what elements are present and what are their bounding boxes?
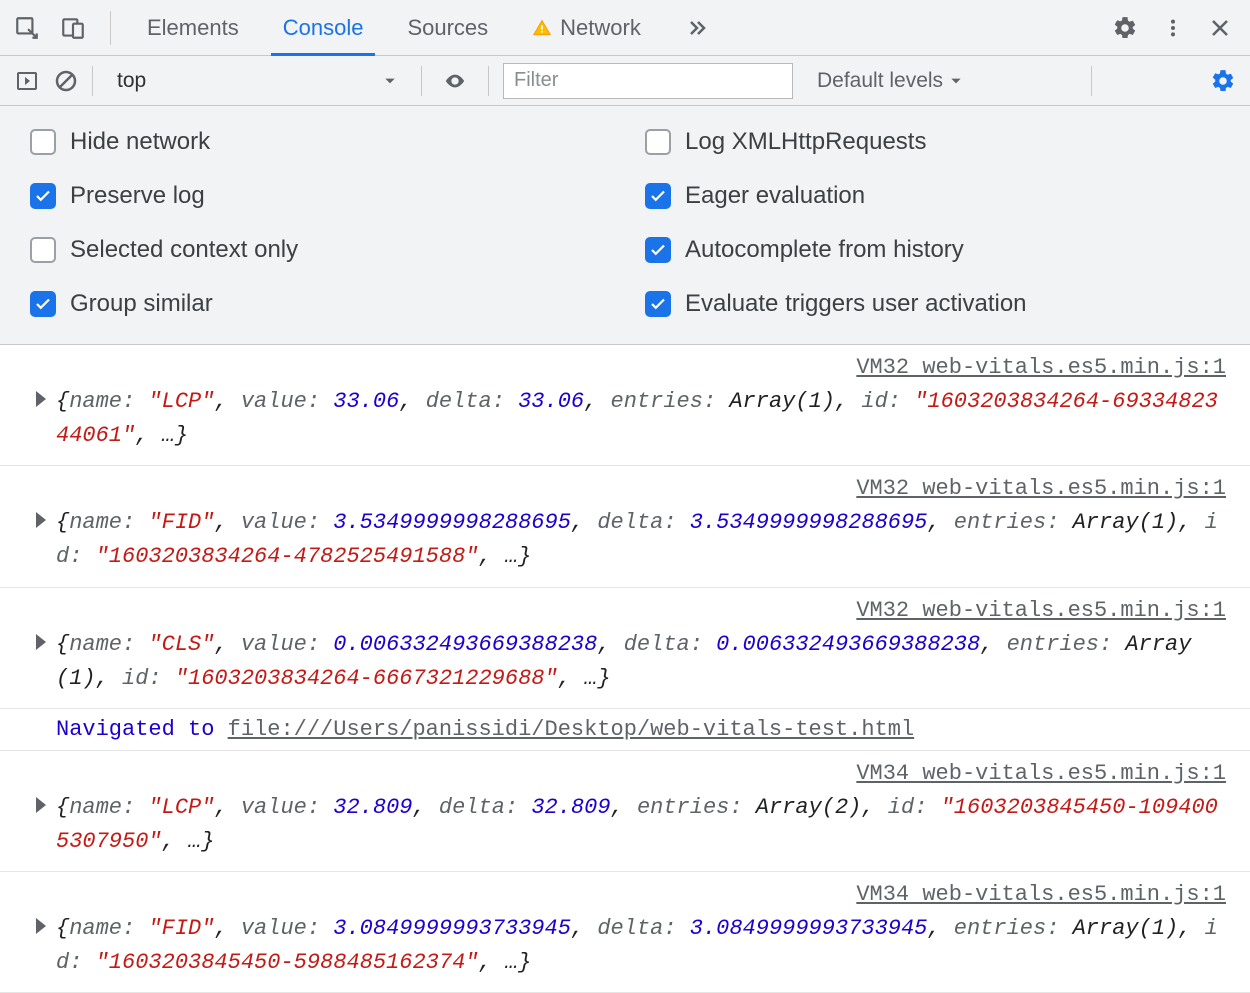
settings-left-column: Hide network Preserve log Selected conte… [30, 128, 605, 318]
expand-triangle-icon[interactable] [36, 391, 46, 407]
console-toolbar: top Default levels [0, 56, 1250, 106]
close-icon[interactable] [1208, 16, 1232, 40]
divider [421, 66, 422, 96]
log-source-link[interactable]: VM32 web-vitals.es5.min.js:1 [56, 472, 1230, 506]
tab-network[interactable]: Network [510, 0, 663, 55]
log-entry: VM32 web-vitals.es5.min.js:1{name: "FID"… [0, 466, 1250, 587]
checkbox-hide-network[interactable]: Hide network [30, 128, 605, 156]
checkbox-label: Autocomplete from history [685, 236, 964, 264]
checkbox-label: Selected context only [70, 236, 298, 264]
warning-icon [532, 18, 552, 38]
divider [110, 11, 111, 45]
log-object[interactable]: {name: "LCP", value: 32.809, delta: 32.8… [56, 791, 1230, 859]
log-object[interactable]: {name: "CLS", value: 0.00633249366938823… [56, 628, 1230, 696]
checkbox-label: Group similar [70, 290, 213, 318]
log-object[interactable]: {name: "FID", value: 3.0849999993733945,… [56, 912, 1230, 980]
devtools-tabbar: Elements Console Sources Network [0, 0, 1250, 56]
tab-sources[interactable]: Sources [385, 0, 510, 55]
filter-input[interactable] [503, 63, 793, 99]
log-source-link[interactable]: VM34 web-vitals.es5.min.js:1 [56, 757, 1230, 791]
expand-triangle-icon[interactable] [36, 918, 46, 934]
log-object[interactable]: {name: "FID", value: 3.5349999998288695,… [56, 506, 1230, 574]
navigation-entry: Navigated to file:///Users/panissidi/Des… [0, 709, 1250, 751]
log-levels-dropdown[interactable]: Default levels [807, 69, 973, 93]
console-settings-panel: Hide network Preserve log Selected conte… [0, 106, 1250, 345]
chevron-down-icon [949, 74, 963, 88]
settings-gear-icon[interactable] [1112, 15, 1138, 41]
checkbox-autocomplete-history[interactable]: Autocomplete from history [645, 236, 1220, 264]
kebab-menu-icon[interactable] [1162, 15, 1184, 41]
checkbox-evaluate-triggers-activation[interactable]: Evaluate triggers user activation [645, 290, 1220, 318]
log-entry: VM34 web-vitals.es5.min.js:1{name: "FID"… [0, 872, 1250, 993]
sidebar-toggle-icon[interactable] [14, 69, 40, 93]
divider [488, 66, 489, 96]
context-selector[interactable]: top [107, 63, 407, 99]
levels-label: Default levels [817, 69, 943, 93]
device-toolbar-icon[interactable] [60, 15, 86, 41]
console-output: VM32 web-vitals.es5.min.js:1{name: "LCP"… [0, 345, 1250, 993]
log-source-link[interactable]: VM34 web-vitals.es5.min.js:1 [56, 878, 1230, 912]
checkbox-label: Log XMLHttpRequests [685, 128, 926, 156]
log-source-link[interactable]: VM32 web-vitals.es5.min.js:1 [56, 594, 1230, 628]
chevron-down-icon [383, 74, 397, 88]
divider [92, 66, 93, 96]
expand-triangle-icon[interactable] [36, 634, 46, 650]
checkbox-preserve-log[interactable]: Preserve log [30, 182, 605, 210]
checkbox-label: Evaluate triggers user activation [685, 290, 1027, 318]
log-entry: VM32 web-vitals.es5.min.js:1{name: "CLS"… [0, 588, 1250, 709]
clear-console-icon[interactable] [54, 69, 78, 93]
panel-tabs: Elements Console Sources Network [125, 0, 731, 55]
checkbox-eager-eval[interactable]: Eager evaluation [645, 182, 1220, 210]
inspect-element-icon[interactable] [14, 15, 40, 41]
checkbox-group-similar[interactable]: Group similar [30, 290, 605, 318]
log-object[interactable]: {name: "LCP", value: 33.06, delta: 33.06… [56, 385, 1230, 453]
log-entry: VM34 web-vitals.es5.min.js:1{name: "LCP"… [0, 751, 1250, 872]
nav-label: Navigated to [56, 717, 228, 742]
checkbox-log-xhr[interactable]: Log XMLHttpRequests [645, 128, 1220, 156]
expand-triangle-icon[interactable] [36, 797, 46, 813]
tabs-overflow[interactable] [663, 0, 731, 55]
context-value: top [117, 69, 146, 93]
log-source-link[interactable]: VM32 web-vitals.es5.min.js:1 [56, 351, 1230, 385]
divider [1091, 66, 1092, 96]
checkbox-label: Preserve log [70, 182, 205, 210]
chevron-double-right-icon [685, 16, 709, 40]
tab-elements[interactable]: Elements [125, 0, 261, 55]
live-expression-icon[interactable] [436, 70, 474, 92]
expand-triangle-icon[interactable] [36, 512, 46, 528]
tab-console[interactable]: Console [261, 0, 386, 55]
checkbox-selected-context-only[interactable]: Selected context only [30, 236, 605, 264]
console-settings-gear-icon[interactable] [1210, 68, 1236, 94]
settings-right-column: Log XMLHttpRequests Eager evaluation Aut… [645, 128, 1220, 318]
nav-path[interactable]: file:///Users/panissidi/Desktop/web-vita… [228, 717, 915, 742]
checkbox-label: Eager evaluation [685, 182, 865, 210]
log-entry: VM32 web-vitals.es5.min.js:1{name: "LCP"… [0, 345, 1250, 466]
checkbox-label: Hide network [70, 128, 210, 156]
